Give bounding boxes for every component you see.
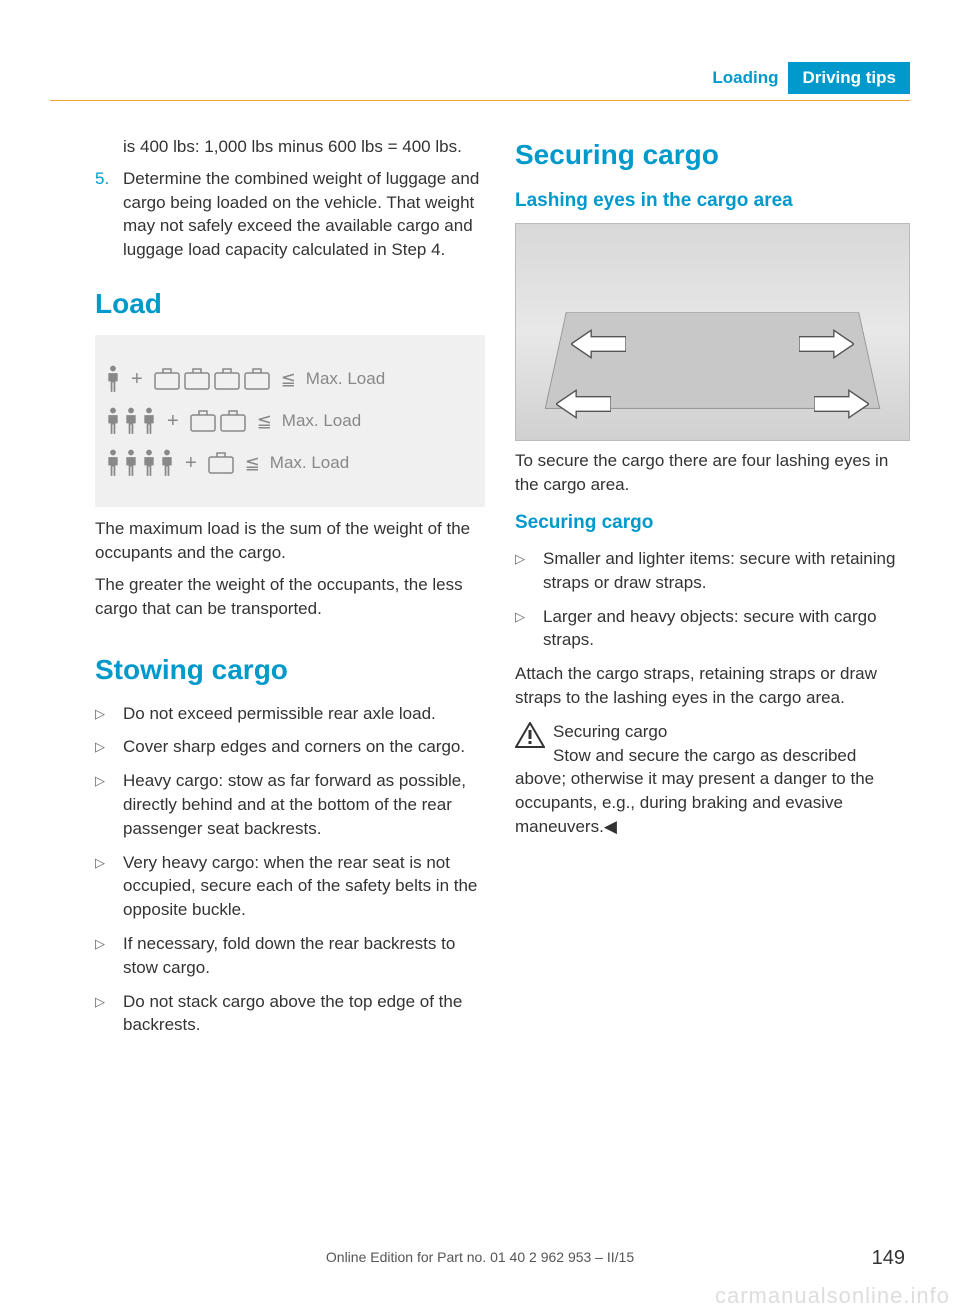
securing-paragraph: Attach the cargo straps, retaining strap… [515, 662, 910, 710]
load-row: +≦Max. Load [105, 449, 475, 477]
securing-list: Smaller and lighter items: secure with r… [515, 547, 910, 652]
warning-title: Securing cargo [553, 722, 667, 741]
arrow-icon [571, 324, 626, 364]
max-load-label: Max. Load [282, 409, 361, 433]
arrow-icon [556, 384, 611, 424]
load-heading: Load [95, 284, 485, 323]
right-column: Securing cargo Lashing eyes in the cargo… [515, 135, 910, 1047]
load-row: +≦Max. Load [105, 407, 475, 435]
load-paragraph-2: The greater the weight of the occupants,… [95, 573, 485, 621]
stowing-heading: Stowing cargo [95, 650, 485, 689]
footer-edition: Online Edition for Part no. 01 40 2 962 … [0, 1249, 960, 1265]
stowing-list: Do not exceed permissible rear axle load… [95, 702, 485, 1038]
list-item: Smaller and lighter items: secure with r… [515, 547, 910, 595]
lashing-text: To secure the cargo there are four lashi… [515, 449, 910, 497]
warning-body: Stow and secure the cargo as described a… [515, 746, 874, 836]
list-item: Larger and heavy objects: secure with ca… [515, 605, 910, 653]
load-diagram: +≦Max. Load +≦Max. Load +≦Max. Load [95, 335, 485, 507]
list-item: Do not stack cargo above the top edge of… [95, 990, 485, 1038]
load-row: +≦Max. Load [105, 365, 475, 393]
list-item: Very heavy cargo: when the rear seat is … [95, 851, 485, 922]
arrow-icon [814, 384, 869, 424]
list-item: If necessary, fold down the rear backres… [95, 932, 485, 980]
step-5: 5. Determine the combined weight of lugg… [95, 167, 485, 262]
header-chapter-tab: Driving tips [788, 62, 910, 94]
cargo-area-image [515, 223, 910, 441]
warning-block: Securing cargo Stow and secure the cargo… [515, 720, 910, 839]
header-bar: Loading Driving tips [702, 62, 910, 94]
list-item: Heavy cargo: stow as far forward as poss… [95, 769, 485, 840]
page-number: 149 [872, 1247, 905, 1270]
max-load-label: Max. Load [270, 451, 349, 475]
lashing-heading: Lashing eyes in the cargo area [515, 188, 910, 215]
left-column: is 400 lbs: 1,000 lbs minus 600 lbs = 40… [95, 135, 485, 1047]
max-load-label: Max. Load [306, 367, 385, 391]
header-section-label: Loading [702, 62, 788, 94]
arrow-icon [799, 324, 854, 364]
securing-sub-heading: Securing cargo [515, 510, 910, 537]
watermark: carmanualsonline.info [715, 1283, 950, 1309]
header-rule [50, 100, 910, 101]
load-paragraph-1: The maximum load is the sum of the weigh… [95, 517, 485, 565]
step-text: Determine the combined weight of luggage… [123, 169, 479, 259]
securing-heading: Securing cargo [515, 135, 910, 174]
step4-continuation: is 400 lbs: 1,000 lbs minus 600 lbs = 40… [95, 135, 485, 159]
step-number: 5. [95, 167, 109, 191]
warning-icon [515, 722, 545, 755]
list-item: Do not exceed permissible rear axle load… [95, 702, 485, 726]
list-item: Cover sharp edges and corners on the car… [95, 735, 485, 759]
